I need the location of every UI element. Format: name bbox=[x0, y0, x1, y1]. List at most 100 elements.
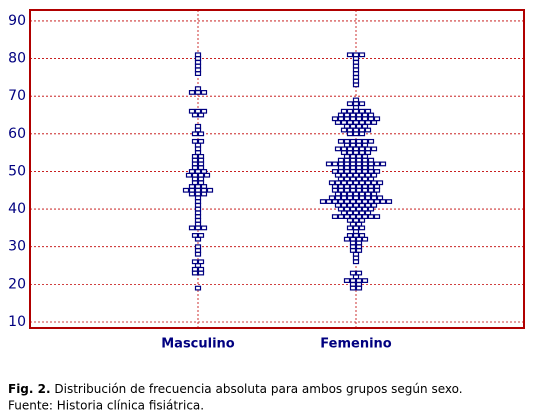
dot bbox=[194, 214, 202, 220]
dot bbox=[376, 195, 384, 201]
x-tick-label: Femenino bbox=[320, 337, 391, 352]
dot bbox=[349, 169, 357, 174]
dot bbox=[355, 270, 363, 276]
dot bbox=[334, 191, 342, 197]
dot bbox=[355, 116, 363, 122]
dot bbox=[191, 259, 199, 265]
dot bbox=[191, 270, 199, 276]
dot bbox=[188, 184, 196, 189]
dot bbox=[346, 127, 354, 133]
dot bbox=[331, 214, 339, 220]
dot bbox=[370, 172, 378, 178]
dot bbox=[370, 202, 378, 208]
dot bbox=[340, 146, 348, 152]
dot bbox=[364, 195, 372, 201]
dot bbox=[191, 138, 199, 144]
dot bbox=[343, 112, 351, 118]
dot bbox=[346, 233, 354, 238]
dot bbox=[346, 202, 354, 208]
dot bbox=[349, 142, 357, 148]
y-tick-label: 20 bbox=[8, 276, 26, 292]
dot bbox=[334, 180, 342, 186]
dot bbox=[370, 120, 378, 125]
dot bbox=[364, 191, 372, 197]
dot bbox=[352, 217, 360, 223]
dot bbox=[349, 123, 357, 129]
dot bbox=[343, 214, 351, 220]
dot bbox=[352, 101, 360, 107]
dot bbox=[343, 161, 351, 167]
dot bbox=[367, 214, 375, 220]
dot bbox=[194, 236, 202, 242]
dot bbox=[352, 74, 360, 80]
dot bbox=[349, 153, 357, 159]
dot bbox=[367, 176, 375, 182]
dot bbox=[346, 210, 354, 216]
dot bbox=[194, 210, 202, 216]
dot bbox=[194, 285, 202, 291]
dot bbox=[352, 274, 360, 280]
dot bbox=[200, 184, 208, 189]
dot bbox=[352, 259, 360, 265]
dot bbox=[194, 169, 202, 174]
dot bbox=[197, 112, 205, 118]
dot bbox=[197, 270, 205, 276]
dot bbox=[343, 169, 351, 174]
dot bbox=[355, 165, 363, 171]
y-tick-label: 80 bbox=[8, 51, 26, 67]
dot bbox=[364, 150, 372, 156]
dot bbox=[355, 153, 363, 159]
dot bbox=[337, 206, 345, 212]
dot bbox=[197, 153, 205, 159]
y-tick-label: 30 bbox=[8, 239, 26, 255]
dot bbox=[337, 165, 345, 171]
dot bbox=[343, 142, 351, 148]
dot bbox=[343, 199, 351, 204]
dot bbox=[349, 236, 357, 242]
dot bbox=[352, 146, 360, 152]
dot bbox=[200, 108, 208, 114]
dot bbox=[194, 86, 202, 92]
dot bbox=[346, 217, 354, 223]
dot bbox=[194, 150, 202, 156]
dot bbox=[355, 157, 363, 163]
dot bbox=[352, 78, 360, 84]
dot bbox=[340, 210, 348, 216]
dot bbox=[325, 161, 333, 167]
dot bbox=[355, 176, 363, 182]
dot bbox=[358, 127, 366, 133]
dot bbox=[352, 229, 360, 235]
dot bbox=[346, 172, 354, 178]
dot bbox=[349, 285, 357, 291]
dot bbox=[361, 112, 369, 118]
dot bbox=[194, 52, 202, 58]
dot bbox=[361, 214, 369, 220]
dot bbox=[337, 112, 345, 118]
dot bbox=[346, 108, 354, 114]
dot bbox=[355, 281, 363, 287]
dot bbox=[352, 131, 360, 137]
dot bbox=[343, 206, 351, 212]
dot bbox=[355, 161, 363, 167]
dot bbox=[191, 112, 199, 118]
dot bbox=[191, 165, 199, 171]
dot bbox=[367, 187, 375, 193]
y-tick-label: 50 bbox=[8, 163, 26, 179]
dot bbox=[194, 206, 202, 212]
dot bbox=[373, 116, 381, 122]
dot bbox=[355, 240, 363, 246]
dot bbox=[200, 169, 208, 174]
dot bbox=[334, 195, 342, 201]
dot bbox=[361, 153, 369, 159]
dot bbox=[200, 191, 208, 197]
dot bbox=[194, 71, 202, 77]
dot bbox=[355, 214, 363, 220]
dot bbox=[349, 281, 357, 287]
dot bbox=[385, 199, 393, 204]
dot bbox=[352, 105, 360, 110]
y-tick-label: 10 bbox=[8, 314, 26, 330]
dot bbox=[194, 90, 202, 95]
dot bbox=[191, 153, 199, 159]
dot bbox=[197, 259, 205, 265]
y-tick-label: 90 bbox=[8, 13, 26, 29]
